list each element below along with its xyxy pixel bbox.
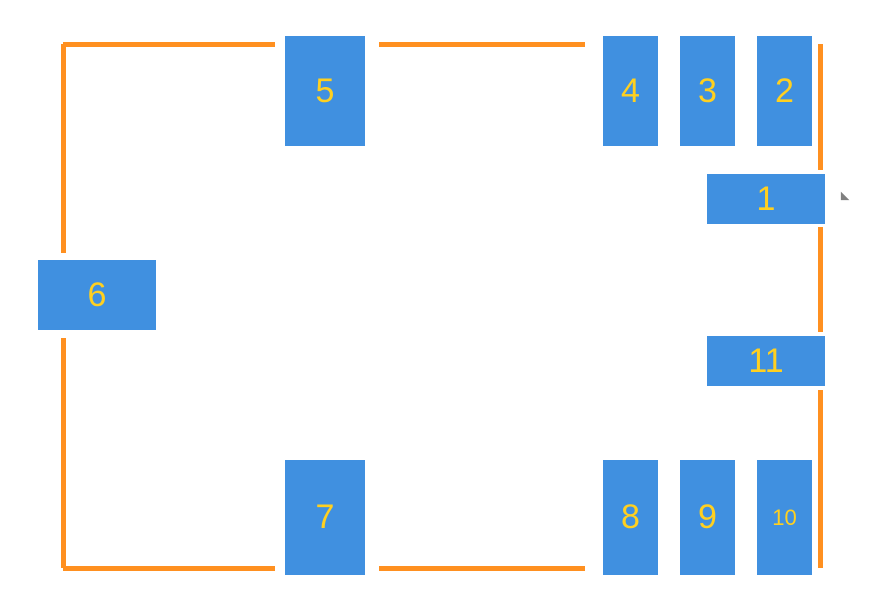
pad-3-label: 3	[698, 72, 717, 111]
pad-10: 10	[757, 460, 812, 575]
outline-segment	[379, 42, 585, 47]
pad-2-label: 2	[775, 72, 794, 111]
pad-7-label: 7	[316, 498, 335, 537]
pad-4: 4	[603, 36, 658, 146]
pad-11: 11	[707, 336, 825, 386]
pad-2: 2	[757, 36, 812, 146]
pad-3: 3	[680, 36, 735, 146]
footprint-canvas: 1 2 3 4 5 6 7 8 9 10 11	[0, 0, 880, 616]
pad-6: 6	[38, 260, 156, 330]
outline-segment	[61, 338, 66, 568]
pad-11-label: 11	[748, 342, 783, 381]
outline-segment	[61, 44, 66, 253]
pad-5: 5	[285, 36, 365, 146]
outline-segment	[818, 390, 823, 568]
pad-9: 9	[680, 460, 735, 575]
pad-6-label: 6	[88, 276, 107, 315]
outline-segment	[379, 566, 585, 571]
pad-4-label: 4	[621, 72, 640, 111]
outline-segment	[818, 227, 823, 332]
pad-7: 7	[285, 460, 365, 575]
pad-5-label: 5	[316, 72, 335, 111]
pad-9-label: 9	[698, 498, 717, 537]
pad-8-label: 8	[621, 498, 640, 537]
outline-segment	[63, 566, 275, 571]
outline-segment	[63, 42, 275, 47]
outline-segment	[818, 44, 823, 170]
pad-1: 1	[707, 174, 825, 224]
pad-8: 8	[603, 460, 658, 575]
pad-1-label: 1	[757, 180, 776, 219]
pin1-marker-icon	[837, 192, 850, 205]
pad-10-label: 10	[772, 505, 796, 531]
